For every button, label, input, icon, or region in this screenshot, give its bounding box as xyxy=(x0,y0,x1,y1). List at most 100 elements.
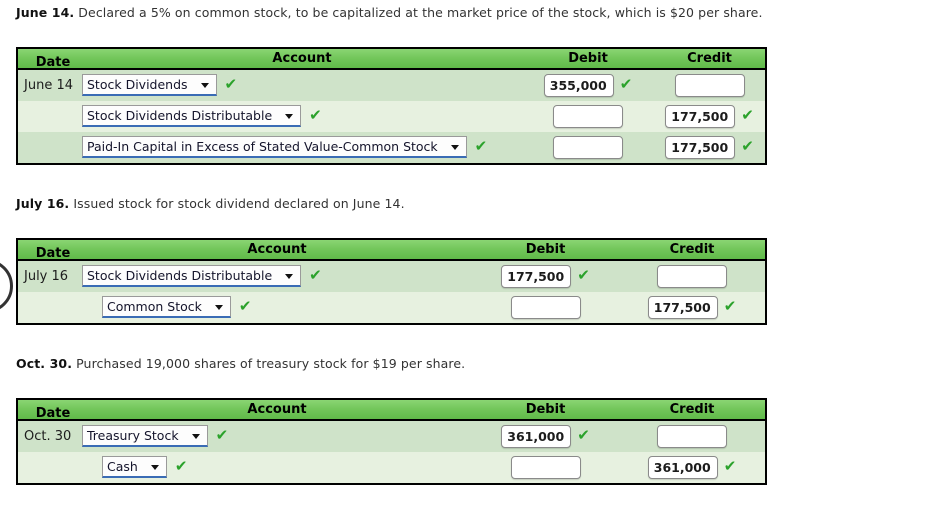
credit-input[interactable] xyxy=(657,265,727,288)
journal-table-july16: Date Account Debit Credit July 16 Stock … xyxy=(16,238,767,325)
debit-input[interactable] xyxy=(553,136,623,159)
date-cell: Oct. 30 xyxy=(24,429,72,444)
account-cell: Treasury Stock ✔ xyxy=(82,421,472,452)
check-icon: ✔ xyxy=(741,106,754,124)
journal-row: Cash ✔ ✔ xyxy=(18,452,765,483)
table-header-row: Date Account Debit Credit xyxy=(18,400,765,421)
debit-input[interactable] xyxy=(501,265,572,288)
account-select-value: Cash xyxy=(107,459,138,474)
account-select-value: Stock Dividends Distributable xyxy=(87,268,273,283)
account-select[interactable]: Treasury Stock xyxy=(82,425,208,447)
credit-cell xyxy=(654,70,765,101)
chevron-down-icon xyxy=(285,114,294,119)
account-select[interactable]: Common Stock xyxy=(102,296,231,318)
debit-input[interactable] xyxy=(510,456,581,479)
account-cell: Paid-In Capital in Excess of Stated Valu… xyxy=(82,132,522,163)
transaction-prompt-oct30: Oct. 30. Purchased 19,000 shares of trea… xyxy=(16,356,944,371)
credit-cell xyxy=(619,421,765,452)
table-header-row: Date Account Debit Credit xyxy=(18,49,765,70)
journal-row: Oct. 30 Treasury Stock ✔ ✔ xyxy=(18,421,765,452)
header-date: Date xyxy=(35,406,71,421)
debit-cell xyxy=(472,292,619,323)
check-icon: ✔ xyxy=(215,426,229,444)
debit-cell: ✔ xyxy=(472,261,619,292)
credit-input[interactable] xyxy=(674,74,745,97)
check-icon: ✔ xyxy=(723,457,737,475)
header-account: Account xyxy=(272,51,332,66)
credit-cell: ✔ xyxy=(619,452,765,483)
check-icon: ✔ xyxy=(577,426,590,444)
debit-input[interactable] xyxy=(543,74,614,97)
account-cell: Stock Dividends Distributable ✔ xyxy=(82,261,472,292)
content-area: June 14. Declared a 5% on common stock, … xyxy=(16,5,944,485)
check-icon: ✔ xyxy=(741,137,754,155)
account-cell: Stock Dividends ✔ xyxy=(82,70,522,101)
chevron-down-icon xyxy=(150,465,159,470)
date-cell xyxy=(18,452,82,483)
account-select[interactable]: Stock Dividends xyxy=(82,74,217,96)
header-credit: Credit xyxy=(687,51,732,66)
transaction-prompt-july16: July 16. Issued stock for stock dividend… xyxy=(16,196,944,211)
credit-input[interactable] xyxy=(647,296,718,319)
check-icon: ✔ xyxy=(174,457,188,475)
chevron-down-icon xyxy=(191,434,200,439)
chevron-down-icon xyxy=(450,145,459,150)
header-debit: Debit xyxy=(568,51,608,66)
header-account: Account xyxy=(247,242,307,257)
journal-table-june14: Date Account Debit Credit June 14 Stock … xyxy=(16,47,767,165)
debit-cell xyxy=(472,452,619,483)
check-icon: ✔ xyxy=(723,297,737,315)
account-cell: Cash ✔ xyxy=(82,452,472,483)
date-cell xyxy=(18,292,82,323)
header-credit: Credit xyxy=(669,242,715,257)
date-cell: June 14 xyxy=(24,78,73,93)
credit-input[interactable] xyxy=(657,425,727,448)
credit-input[interactable] xyxy=(647,456,718,479)
date-cell: July 16 xyxy=(24,269,69,284)
debit-cell xyxy=(522,132,654,163)
journal-row: June 14 Stock Dividends ✔ ✔ xyxy=(18,70,765,101)
prompt-date-label: Oct. 30. xyxy=(16,356,73,371)
debit-input[interactable] xyxy=(553,105,623,128)
credit-input[interactable] xyxy=(665,105,736,128)
journal-row: Paid-In Capital in Excess of Stated Valu… xyxy=(18,132,765,163)
transaction-prompt-june14: June 14. Declared a 5% on common stock, … xyxy=(16,5,944,20)
account-select[interactable]: Stock Dividends Distributable xyxy=(82,105,302,127)
prompt-text: Purchased 19,000 shares of treasury stoc… xyxy=(72,356,466,371)
header-debit: Debit xyxy=(525,402,566,417)
prompt-text: Declared a 5% on common stock, to be cap… xyxy=(74,5,763,20)
header-account: Account xyxy=(247,402,307,417)
prompt-date-label: July 16. xyxy=(16,196,70,211)
debit-input[interactable] xyxy=(510,296,581,319)
credit-cell: ✔ xyxy=(619,292,765,323)
check-icon: ✔ xyxy=(474,137,488,155)
credit-cell: ✔ xyxy=(654,101,765,132)
table-header-row: Date Account Debit Credit xyxy=(18,240,765,261)
chevron-down-icon xyxy=(200,83,209,88)
chevron-down-icon xyxy=(214,305,223,310)
journal-row: July 16 Stock Dividends Distributable ✔ … xyxy=(18,261,765,292)
header-debit: Debit xyxy=(525,242,566,257)
credit-cell xyxy=(619,261,765,292)
account-select-value: Common Stock xyxy=(107,299,202,314)
check-icon: ✔ xyxy=(309,106,322,124)
header-date: Date xyxy=(35,55,71,70)
account-select-value: Stock Dividends Distributable xyxy=(87,108,273,123)
debit-input[interactable] xyxy=(501,425,572,448)
account-select[interactable]: Cash xyxy=(102,456,167,478)
date-cell xyxy=(18,132,82,163)
check-icon: ✔ xyxy=(224,75,238,93)
account-cell: Common Stock ✔ xyxy=(82,292,472,323)
debit-cell: ✔ xyxy=(472,421,619,452)
prompt-text: Issued stock for stock dividend declared… xyxy=(69,196,405,211)
account-select[interactable]: Paid-In Capital in Excess of Stated Valu… xyxy=(82,136,467,158)
credit-input[interactable] xyxy=(665,136,736,159)
account-cell: Stock Dividends Distributable ✔ xyxy=(82,101,522,132)
header-credit: Credit xyxy=(669,402,715,417)
debit-cell: ✔ xyxy=(522,70,654,101)
journal-row: Common Stock ✔ ✔ xyxy=(18,292,765,323)
account-select[interactable]: Stock Dividends Distributable xyxy=(82,265,302,287)
account-select-value: Paid-In Capital in Excess of Stated Valu… xyxy=(87,139,438,154)
header-date: Date xyxy=(35,246,71,261)
